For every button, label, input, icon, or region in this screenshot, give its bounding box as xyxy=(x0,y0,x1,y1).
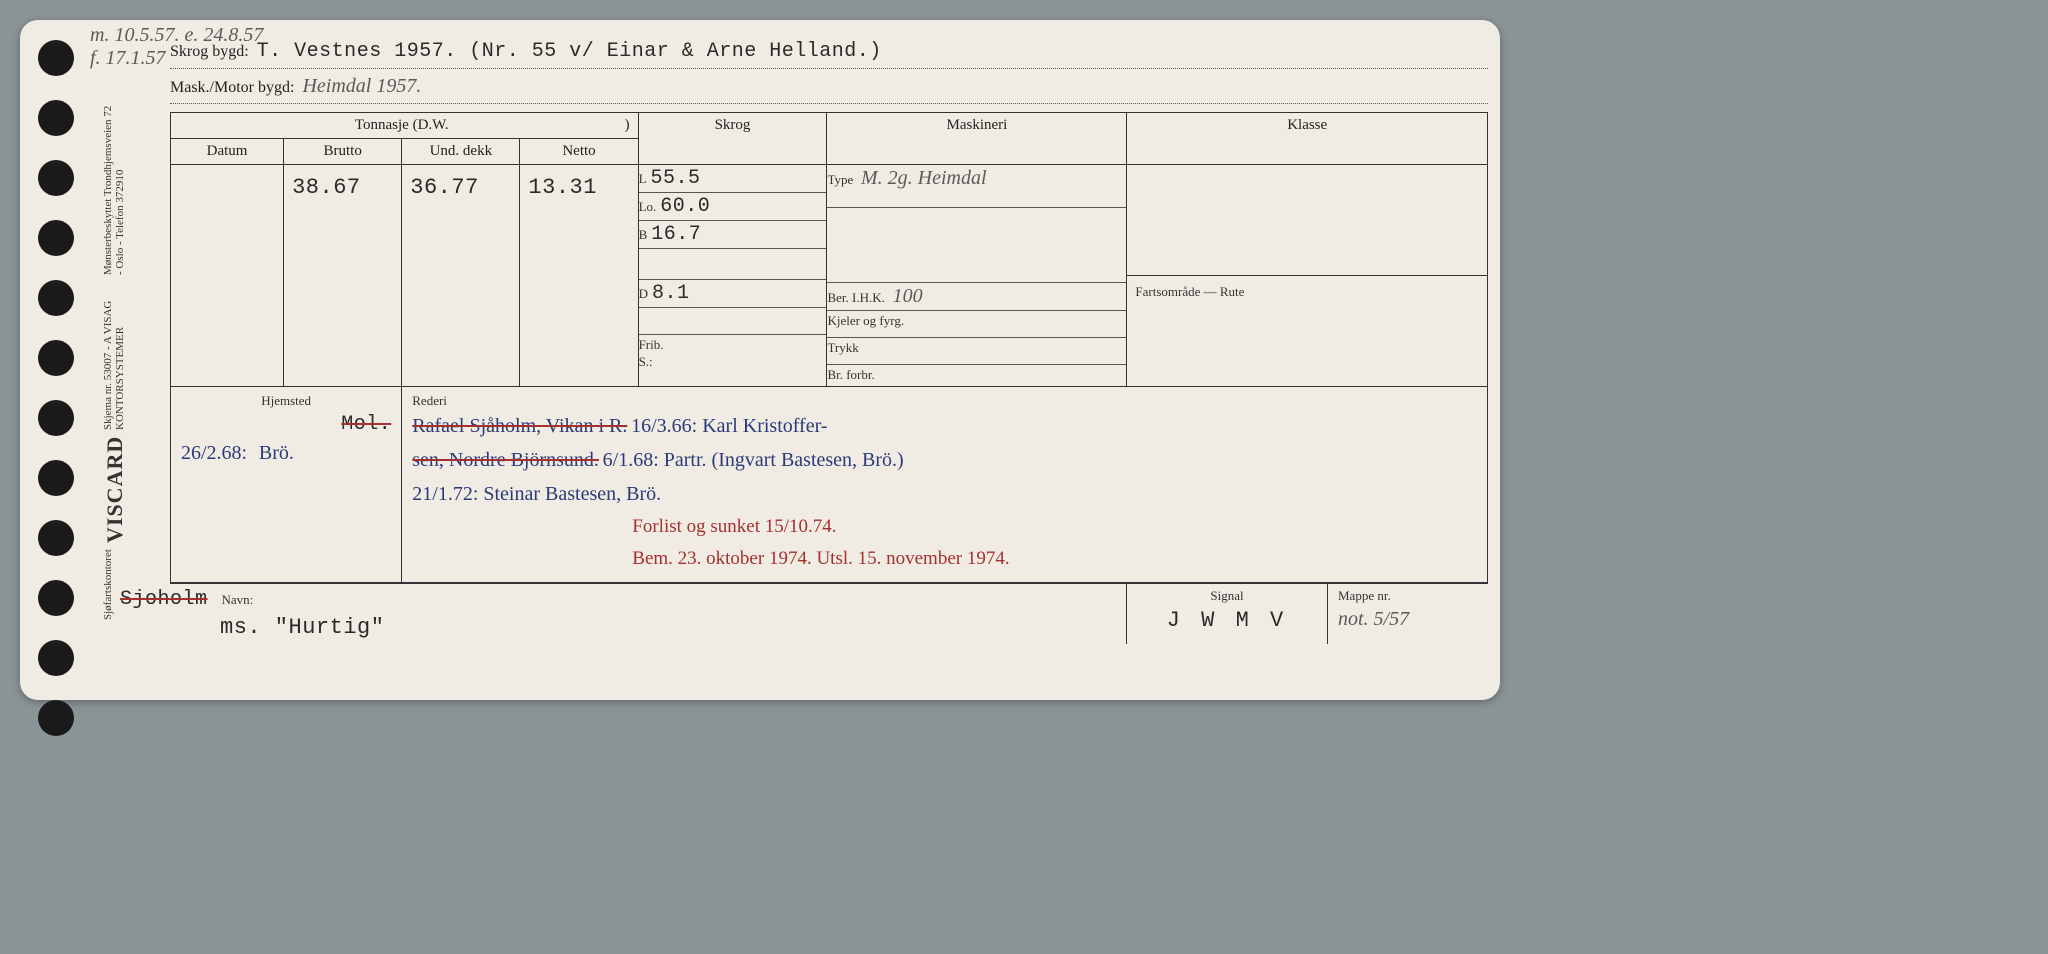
side-print: Sjøfartskontoret VISCARD Skjema nr. 5300… xyxy=(102,100,128,620)
card-content: m. 10.5.57. e. 24.8.57 f. 17.1.57 Skrog … xyxy=(170,28,1488,692)
mask-motor-line: Mask./Motor bygd: Heimdal 1957. xyxy=(170,75,1488,104)
mask-motor-label: Mask./Motor bygd: xyxy=(170,79,294,97)
form-info-1: Skjema nr. 53007 - A VISAG KONTORSYSTEME… xyxy=(102,281,128,430)
brutto-value: 38.67 xyxy=(284,165,402,387)
length-value: 55.5 xyxy=(651,167,701,190)
klasse-header: Klasse xyxy=(1127,113,1488,165)
length-overall-value: 60.0 xyxy=(660,195,710,218)
kjeler-label: Kjeler og fyrg. xyxy=(827,313,904,329)
punch-holes xyxy=(38,40,74,736)
tonnasje-header: Tonnasje (D.W. ) xyxy=(171,113,639,139)
unddekk-value: 36.77 xyxy=(402,165,520,387)
margin-note-1: m. 10.5.57. e. 24.8.57 xyxy=(90,24,263,47)
brutto-header: Brutto xyxy=(284,139,402,165)
breadth-value: 16.7 xyxy=(651,223,701,246)
maskineri-header: Maskineri xyxy=(827,113,1127,165)
spec-table: Tonnasje (D.W. ) Skrog Maskineri Klasse … xyxy=(170,112,1488,583)
skrog-header: Skrog xyxy=(638,113,827,165)
br-forbr-label: Br. forbr. xyxy=(827,367,874,383)
trykk-label: Trykk xyxy=(827,340,858,356)
owner-line-1a: Rafael Sjåholm, Vikan i R. xyxy=(412,415,627,437)
hjemsted-cell: Hjemsted Mol. 26/2.68: Brö. xyxy=(171,387,402,583)
type-value: M. 2g. Heimdal xyxy=(861,167,987,189)
signal-label: Signal xyxy=(1137,588,1317,604)
hjemsted-label: Hjemsted xyxy=(181,393,391,409)
signal-value: J W M V xyxy=(1137,608,1317,633)
depth-value: 8.1 xyxy=(652,282,690,305)
datum-cell xyxy=(171,165,284,387)
form-info-2: Mønsterbeskyttet Trondhjemsveien 72 - Os… xyxy=(102,100,128,275)
unddekk-header: Und. dekk xyxy=(402,139,520,165)
hjemsted-1: Mol. xyxy=(181,413,391,436)
klasse-cell: Fartsområde — Rute xyxy=(1127,165,1488,387)
margin-notes: m. 10.5.57. e. 24.8.57 f. 17.1.57 xyxy=(90,24,263,70)
netto-value: 13.31 xyxy=(520,165,638,387)
mappe-label: Mappe nr. xyxy=(1338,588,1478,604)
header-section: Skrog bygd: T. Vestnes 1957. (Nr. 55 v/ … xyxy=(170,28,1488,104)
navn-value: ms. "Hurtig" xyxy=(220,615,1116,640)
date-1: 26/2.68: xyxy=(181,442,247,464)
sjoholm-text: Sjoholm xyxy=(120,588,208,611)
ihk-value: 100 xyxy=(893,285,923,307)
owner-line-2a: sen, Nordre Björnsund. xyxy=(412,449,599,471)
datum-header: Datum xyxy=(171,139,284,165)
bottom-row: Sjoholm Navn: ms. "Hurtig" Signal J W M … xyxy=(170,583,1488,644)
skrog-bygd-value: T. Vestnes 1957. (Nr. 55 v/ Einar & Arne… xyxy=(257,40,882,63)
viscard-logo: VISCARD xyxy=(102,436,128,543)
rederi-label: Rederi xyxy=(412,393,1477,409)
owner-line-1b: 16/3.66: Karl Kristoffer- xyxy=(631,415,827,437)
mappe-value: not. 5/57 xyxy=(1338,608,1478,631)
rederi-notes-cell: Rederi Rafael Sjåholm, Vikan i R. 16/3.6… xyxy=(402,387,1488,583)
owner-line-2b: 6/1.68: Partr. (Ingvart Bastesen, Brö.) xyxy=(603,449,904,471)
red-note-1: Forlist og sunket 15/10.74. xyxy=(632,511,1477,543)
margin-note-2: f. 17.1.57 xyxy=(90,47,263,70)
fartsomrade-label: Fartsområde — Rute xyxy=(1127,276,1252,308)
owner-line-3: 21/1.72: Steinar Bastesen, Brö. xyxy=(412,477,1477,511)
hjemsted-2: Brö. xyxy=(259,442,294,464)
mask-motor-value: Heimdal 1957. xyxy=(302,75,421,98)
skrog-cell: L55.5 Lo.60.0 B16.7 D8.1 Frib.S.: xyxy=(638,165,827,387)
red-note-2: Bem. 23. oktober 1974. Utsl. 15. novembe… xyxy=(632,543,1477,575)
skrog-bygd-line: Skrog bygd: T. Vestnes 1957. (Nr. 55 v/ … xyxy=(170,40,1488,69)
netto-header: Netto xyxy=(520,139,638,165)
navn-label: Navn: xyxy=(222,592,254,607)
maskineri-cell: Type M. 2g. Heimdal Ber. I.H.K. 100 Kjel… xyxy=(827,165,1127,387)
index-card: Sjøfartskontoret VISCARD Skjema nr. 5300… xyxy=(20,20,1500,700)
